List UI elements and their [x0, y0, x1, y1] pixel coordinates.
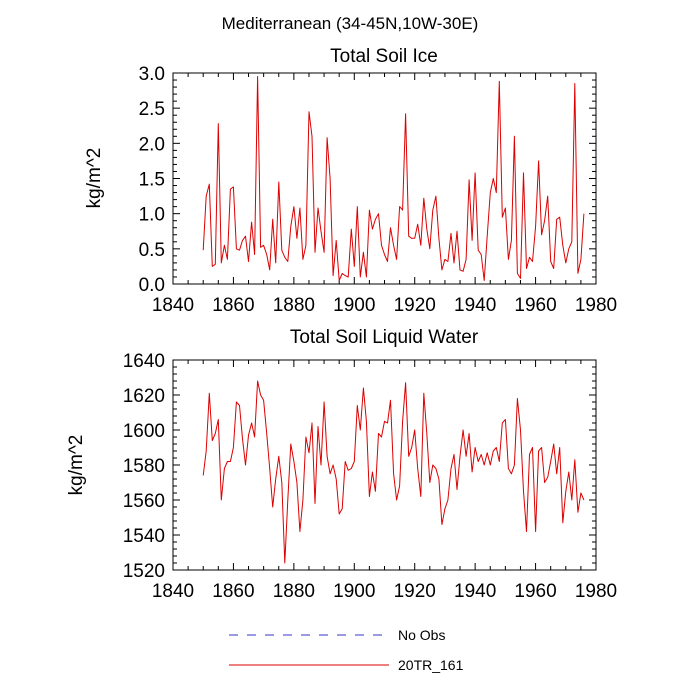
- series-line-20tr-161: [202, 380, 585, 564]
- y-tick-label: 0.0: [139, 275, 165, 296]
- x-tick-label: 1880: [273, 295, 315, 316]
- chart-total-soil-ice: Total Soil Ice kg/m^2 1840 1860 1880 1900 19…: [84, 46, 617, 316]
- y-tick-label: 1.0: [139, 205, 165, 226]
- plot-frame: [172, 72, 597, 285]
- y-axis-label: kg/m^2: [66, 435, 87, 496]
- x-tick-label: 1900: [333, 295, 375, 316]
- x-tick-label: 1920: [394, 295, 436, 316]
- chart-title: Total Soil Liquid Water: [290, 327, 479, 348]
- y-tick-label: 1.5: [139, 170, 165, 191]
- y-tick-label: 1620: [123, 386, 165, 407]
- y-axis-label: kg/m^2: [84, 148, 105, 209]
- x-tick-label: 1920: [394, 581, 436, 602]
- series-line-20tr-161: [202, 76, 585, 281]
- x-tick-label: 1860: [212, 581, 254, 602]
- figure-title: Mediterranean (34-45N,10W-30E): [222, 14, 479, 33]
- y-tick-label: 1520: [123, 561, 165, 582]
- y-tick-label: 1640: [123, 351, 165, 372]
- x-tick-label: 1940: [454, 581, 496, 602]
- chart-title: Total Soil Ice: [330, 46, 438, 67]
- x-tick-label: 1840: [152, 295, 194, 316]
- x-tick-label: 1960: [514, 581, 556, 602]
- y-tick-label: 1560: [123, 491, 165, 512]
- x-tick-label: 1960: [514, 295, 556, 316]
- y-tick-label: 2.5: [139, 99, 165, 120]
- legend-label-20tr-161: 20TR_161: [398, 657, 464, 673]
- x-tick-label: 1980: [575, 581, 617, 602]
- chart-total-soil-liquid-water: Total Soil Liquid Water kg/m^2 1840 1860 1…: [66, 327, 617, 602]
- legend-label-no-obs: No Obs: [398, 627, 445, 643]
- x-tick-label: 1840: [152, 581, 194, 602]
- y-tick-label: 0.5: [139, 240, 165, 261]
- x-tick-label: 1860: [212, 295, 254, 316]
- x-tick-label: 1980: [575, 295, 617, 316]
- x-tick-label: 1900: [333, 581, 375, 602]
- y-tick-label: 1580: [123, 456, 165, 477]
- y-tick-label: 1600: [123, 421, 165, 442]
- y-tick-label: 2.0: [139, 134, 165, 155]
- y-tick-label: 3.0: [139, 64, 165, 85]
- x-tick-label: 1940: [454, 295, 496, 316]
- plot-frame: [172, 359, 597, 571]
- y-tick-label: 1540: [123, 526, 165, 547]
- x-tick-label: 1880: [273, 581, 315, 602]
- legend: No Obs 20TR_161: [229, 627, 464, 673]
